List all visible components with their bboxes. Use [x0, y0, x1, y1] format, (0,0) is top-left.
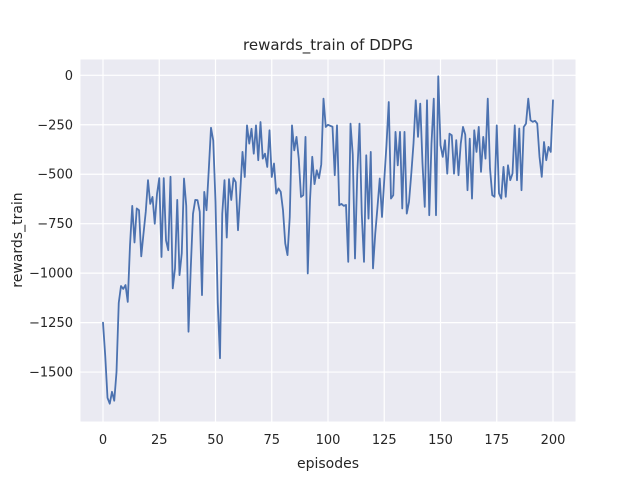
y-tick-label: −250: [37, 118, 73, 133]
x-tick-label: 75: [263, 433, 280, 448]
x-axis-label: episodes: [297, 456, 359, 472]
x-tick-label: 50: [207, 433, 224, 448]
y-axis-tick-labels: 0 −250 −500 −750 −1000 −1250 −1500: [29, 69, 73, 381]
series-line-rewards_train: [102, 75, 554, 405]
series-lines: [102, 75, 554, 405]
x-tick-label: 100: [316, 433, 341, 448]
y-tick-label: −1250: [29, 316, 73, 331]
y-tick-label: −750: [37, 217, 73, 232]
y-tick-label: −500: [37, 168, 73, 183]
y-tick-label: −1500: [29, 366, 73, 381]
y-tick-label: −1000: [29, 267, 73, 282]
x-tick-label: 175: [484, 433, 509, 448]
y-tick-label: 0: [65, 69, 73, 84]
x-tick-label: 0: [99, 433, 107, 448]
x-axis-tick-labels: 0 25 50 75 100 125 150 175 200: [99, 433, 566, 448]
x-tick-label: 25: [151, 433, 168, 448]
y-axis-label: rewards_train: [10, 192, 26, 287]
x-tick-label: 150: [428, 433, 453, 448]
x-tick-label: 200: [541, 433, 566, 448]
x-tick-label: 125: [372, 433, 397, 448]
chart-title: rewards_train of DDPG: [243, 36, 413, 55]
